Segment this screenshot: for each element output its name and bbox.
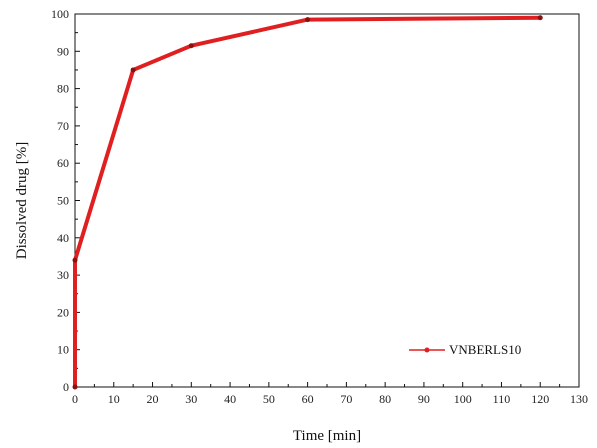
x-axis-title: Time [min] bbox=[293, 428, 361, 444]
y-axis-title: Dissolved drug [%] bbox=[14, 142, 30, 259]
x-tick-label-120: 120 bbox=[531, 392, 549, 406]
y-tick-label-0: 0 bbox=[63, 380, 69, 394]
y-tick-label-20: 20 bbox=[57, 305, 69, 319]
x-tick-label-20: 20 bbox=[147, 392, 159, 406]
series-line-0 bbox=[73, 15, 543, 389]
y-tick-label-10: 10 bbox=[57, 343, 69, 357]
y-tick-label-90: 90 bbox=[57, 44, 69, 58]
y-tick-label-80: 80 bbox=[57, 82, 69, 96]
x-axis: 0 10 20 30 40 50 60 70 80 90 100 110 120 130 bbox=[72, 382, 588, 406]
data-point-0-4 bbox=[305, 17, 311, 23]
x-tick-label-60: 60 bbox=[302, 392, 314, 406]
y-tick-label-50: 50 bbox=[57, 194, 69, 208]
x-tick-label-80: 80 bbox=[379, 392, 391, 406]
x-tick-label-110: 110 bbox=[493, 392, 511, 406]
y-tick-label-60: 60 bbox=[57, 156, 69, 170]
data-point-0-5 bbox=[537, 15, 543, 21]
y-tick-label-70: 70 bbox=[57, 119, 69, 133]
legend-label-vnberls10: VNBERLS10 bbox=[449, 342, 521, 357]
legend-marker bbox=[424, 347, 430, 353]
data-point-0-2 bbox=[130, 67, 136, 73]
data-point-0-3 bbox=[188, 43, 194, 49]
plot-frame bbox=[74, 13, 580, 388]
y-tick-label-30: 30 bbox=[57, 268, 69, 282]
data-point-0-0 bbox=[72, 384, 78, 390]
x-tick-label-50: 50 bbox=[263, 392, 275, 406]
data-point-0-1 bbox=[72, 257, 78, 263]
x-tick-label-40: 40 bbox=[224, 392, 236, 406]
series-layer bbox=[72, 15, 543, 390]
x-tick-label-130: 130 bbox=[570, 392, 588, 406]
y-tick-label-100: 100 bbox=[51, 7, 69, 21]
y-tick-label-40: 40 bbox=[57, 231, 69, 245]
x-tick-label-30: 30 bbox=[185, 392, 197, 406]
x-tick-label-90: 90 bbox=[418, 392, 430, 406]
legend: VNBERLS10 bbox=[409, 342, 521, 357]
x-tick-label-100: 100 bbox=[454, 392, 472, 406]
x-tick-label-70: 70 bbox=[340, 392, 352, 406]
x-tick-label-10: 10 bbox=[108, 392, 120, 406]
x-tick-label-0: 0 bbox=[72, 392, 78, 406]
